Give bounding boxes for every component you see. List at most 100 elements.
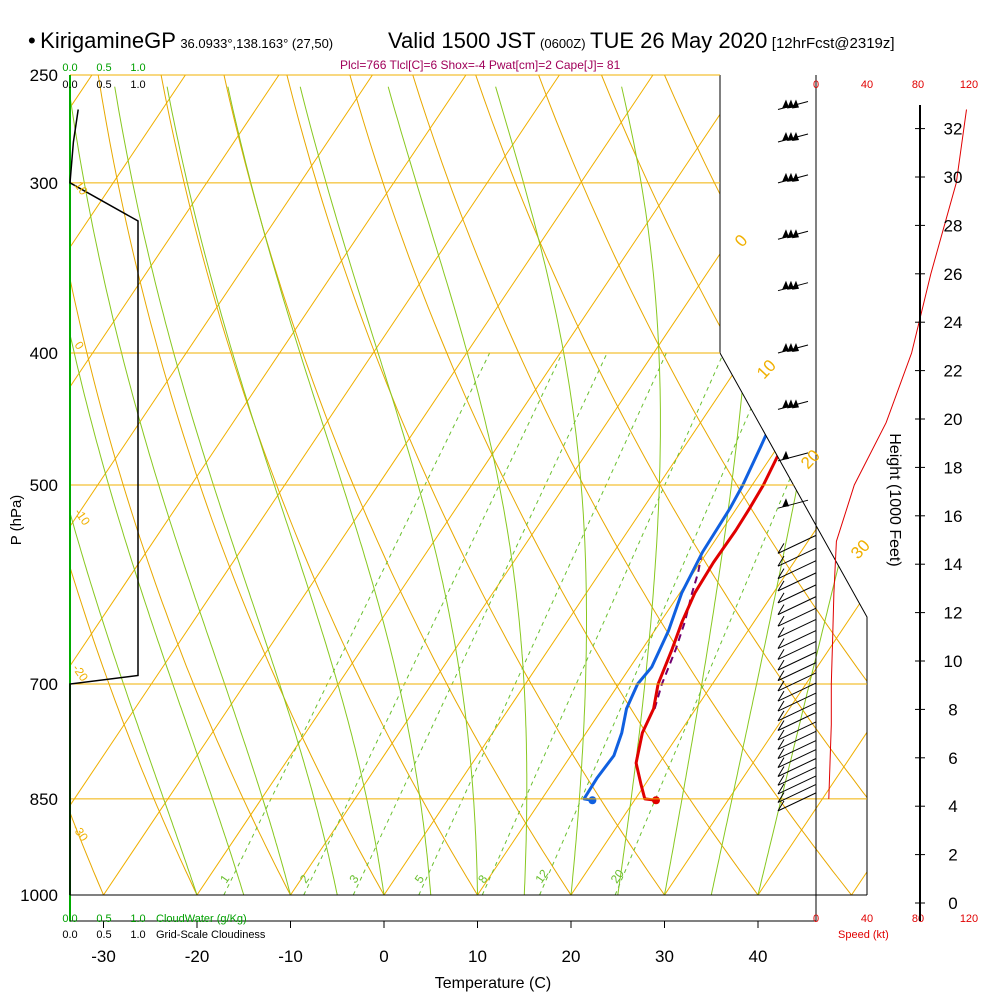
wind-barb-feather — [777, 700, 785, 712]
height-tick-label: 20 — [944, 410, 963, 429]
utc-time: (0600Z) — [540, 36, 586, 51]
x-tick-label: 0 — [379, 947, 388, 966]
cloudiness-bottom-tick: 0.0 — [62, 929, 77, 941]
pressure-tick-label: 300 — [30, 174, 58, 193]
wind-barb-pennant — [792, 229, 799, 239]
wind-barb-feather — [777, 638, 785, 649]
height-tick-label: 26 — [944, 265, 963, 284]
x-tick-label: 10 — [468, 947, 487, 966]
speed-top-tick: 0 — [813, 79, 819, 91]
mixing-ratio-label: 3 — [346, 872, 361, 886]
wind-barb-pennant — [782, 399, 789, 409]
x-tick-label: 20 — [562, 947, 581, 966]
adiabat-label: -10 — [72, 506, 94, 529]
wind-barb-feather — [777, 555, 785, 567]
wind-barb-feather — [777, 800, 785, 812]
sounding-parameters: Plcl=766 Tlcl[C]=6 Shox=-4 Pwat[cm]=2 Ca… — [340, 58, 621, 72]
wind-barb-feather — [777, 792, 785, 803]
wind-barb-feather — [777, 670, 785, 681]
mixing-ratio-line — [352, 352, 608, 895]
wind-barb-staff — [777, 584, 817, 604]
cloudwater-top-tick: 0.5 — [96, 62, 111, 74]
wind-barb-feather — [777, 748, 785, 759]
x-tick-label: -20 — [185, 947, 210, 966]
wind-barb-feather — [777, 739, 785, 750]
height-tick-label: 2 — [948, 846, 957, 865]
wind-barb-staff — [777, 662, 817, 682]
wind-barb-staff — [777, 792, 817, 812]
mixing-ratio-line — [303, 352, 563, 895]
wind-barb-feather — [777, 680, 785, 692]
wind-barb-staff — [777, 596, 817, 616]
wind-barb-staff — [777, 766, 817, 786]
height-tick-label: 32 — [944, 120, 963, 139]
wind-barb-feather — [777, 615, 785, 627]
moist-adiabat-line — [70, 92, 291, 895]
mixing-ratio-label: 20 — [608, 867, 627, 886]
isotherm-line — [70, 75, 280, 388]
speed-bottom-tick: 120 — [960, 913, 978, 925]
dry-adiabat-line — [160, 75, 478, 895]
dry-adiabat-line — [97, 75, 385, 895]
moist-adiabat-line — [617, 86, 661, 895]
wind-barb-pennant — [787, 280, 794, 290]
wind-barb-staff — [777, 651, 817, 671]
surface-temperature-point — [651, 796, 660, 805]
cloudiness-top-tick: 0.5 — [96, 79, 111, 91]
wind-barb-pennant — [782, 229, 789, 239]
adiabat-label: -30 — [70, 822, 92, 845]
y-axis-label: P (hPa) — [8, 495, 25, 546]
wind-barb-staff — [777, 775, 817, 795]
adiabat-label: 10 — [72, 179, 91, 198]
mixing-ratio-line — [418, 352, 667, 895]
height-tick-label: 18 — [944, 458, 963, 477]
height-tick-label: 24 — [944, 313, 963, 332]
dry-adiabat-line — [475, 75, 867, 799]
station-bullet-icon: • — [28, 28, 36, 53]
dry-adiabat-line — [601, 75, 867, 567]
wind-barb-feather — [777, 729, 785, 741]
wind-barb-staff — [777, 618, 817, 638]
mixing-ratio-line — [223, 352, 491, 895]
wind-barb-staff — [777, 572, 817, 592]
dry-adiabat-line — [538, 75, 867, 683]
height-tick-label: 28 — [944, 216, 963, 235]
moist-adiabat-line — [70, 332, 245, 895]
moist-adiabat-line — [757, 447, 867, 895]
cloudwater-top-tick: 0.0 — [62, 62, 77, 74]
speed-top-tick: 120 — [960, 79, 978, 91]
wind-barb-staff — [777, 682, 817, 702]
wind-barb-feather — [777, 783, 785, 795]
wind-barb-feather — [777, 710, 785, 722]
height-tick-label: 12 — [944, 604, 963, 623]
adiabat-label: -20 — [70, 662, 92, 685]
wind-barb-pennant — [787, 172, 794, 182]
wind-barb-pennant — [792, 172, 799, 182]
dry-adiabat-line — [223, 75, 572, 895]
wind-barb-pennant — [782, 343, 789, 353]
wind-barb-staff — [777, 672, 817, 692]
wind-barb-pennant — [787, 132, 794, 142]
height-tick-label: 16 — [944, 507, 963, 526]
dry-adiabat-line — [70, 811, 104, 895]
wind-barb-pennant — [787, 399, 794, 409]
wind-barb-staff — [777, 640, 817, 660]
dry-adiabat-line — [349, 75, 759, 895]
height-tick-label: 30 — [944, 168, 963, 187]
wind-barb-staff — [777, 630, 817, 649]
moist-adiabat-line — [299, 86, 478, 895]
pressure-tick-label: 700 — [30, 675, 58, 694]
wind-barb-staff — [777, 607, 817, 627]
wind-speed-profile — [828, 109, 967, 799]
isotherm-line — [757, 731, 867, 895]
isotherm-line — [664, 591, 867, 895]
wind-barb-feather — [777, 604, 785, 615]
moist-adiabat-line — [387, 86, 528, 895]
height-axis-title: Height (1000 Feet) — [886, 433, 903, 566]
moist-adiabat-line — [227, 86, 432, 895]
wind-barb-staff — [777, 784, 817, 803]
wind-barb-staff — [777, 758, 817, 777]
cloudwater-bottom-tick: 1.0 — [130, 913, 145, 925]
wind-barb-pennant — [792, 99, 799, 109]
surface-dewpoint-point — [588, 796, 597, 805]
